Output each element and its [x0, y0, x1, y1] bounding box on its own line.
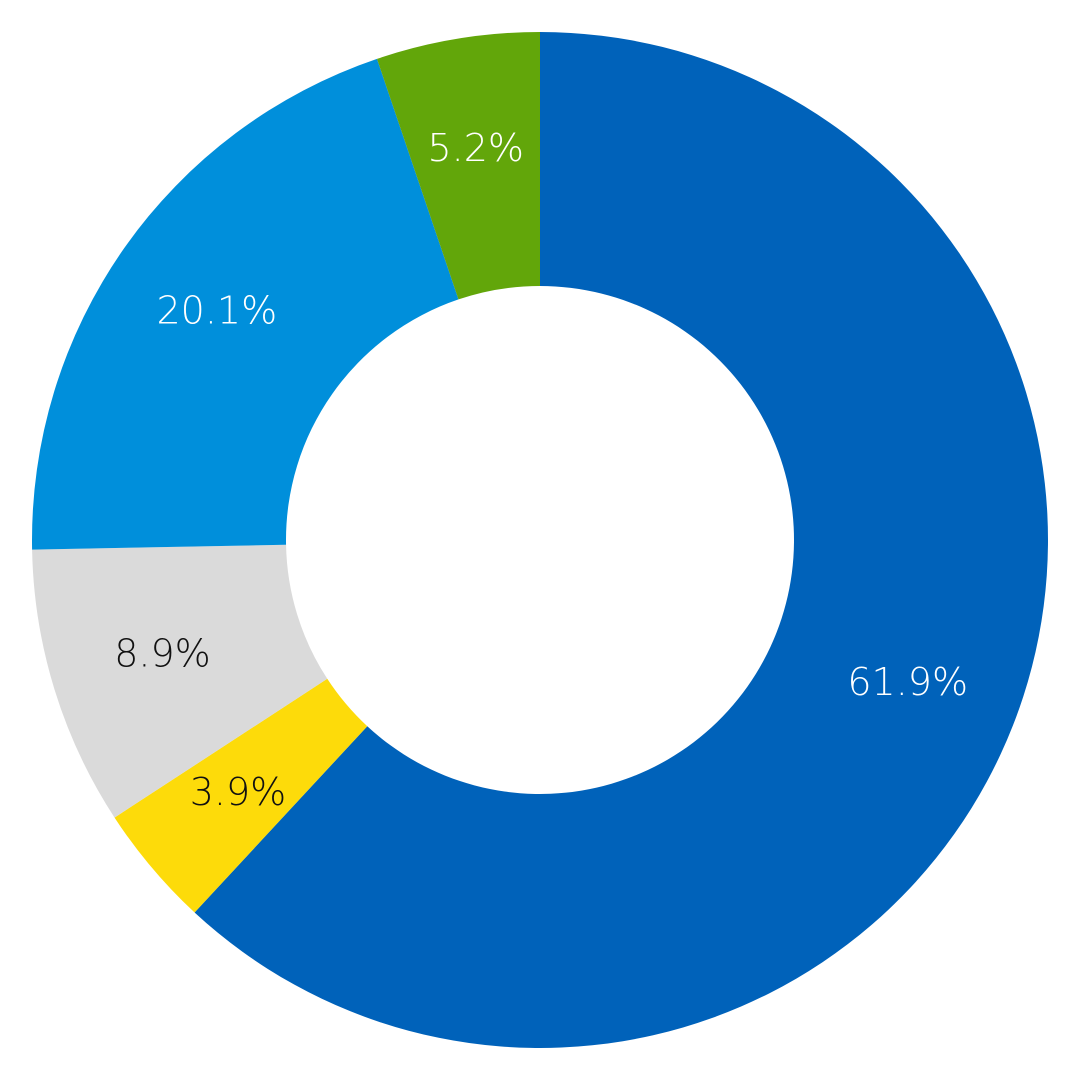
donut-slice-2: [32, 544, 328, 818]
donut-slice-3: [32, 58, 459, 550]
slice-label-2: 8.9%: [114, 632, 211, 676]
donut-slice-4: [376, 31, 540, 300]
slices-layer: [32, 31, 1048, 1048]
slice-label-1: 3.9%: [190, 770, 287, 814]
slice-label-0: 61.9%: [847, 660, 968, 704]
labels-layer: 61.9% 3.9% 8.9% 20.1% 5.2%: [114, 126, 968, 814]
slice-label-4: 5.2%: [427, 126, 524, 170]
donut-slice-0: [194, 32, 1048, 1048]
slice-label-3: 20.1%: [156, 288, 277, 332]
donut-slice-1: [114, 678, 368, 913]
